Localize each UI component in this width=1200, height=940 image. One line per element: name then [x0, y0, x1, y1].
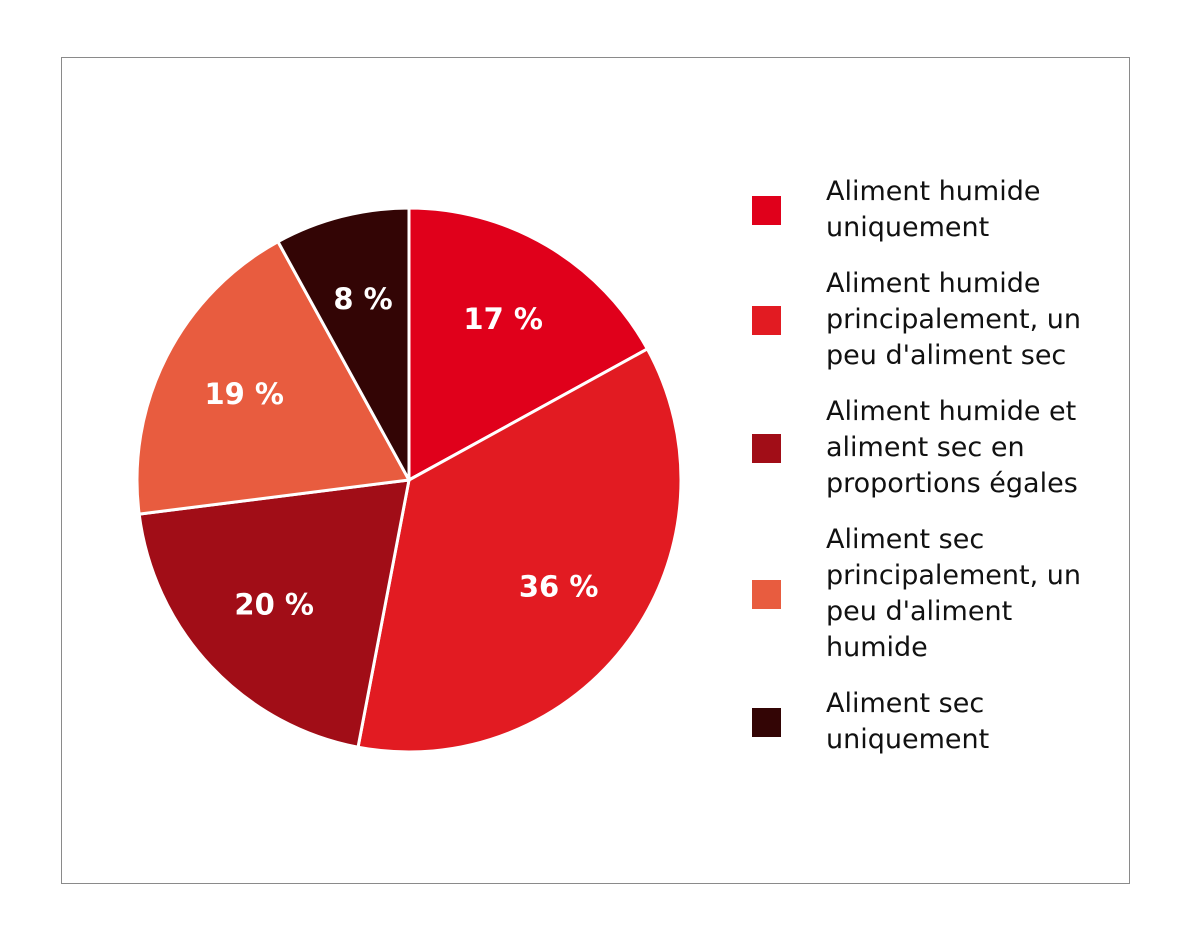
- legend-label: Aliment humide et aliment sec en proport…: [826, 396, 1078, 499]
- pie-slice: [356, 347, 683, 754]
- legend-item: Aliment sec uniquement: [752, 686, 1112, 758]
- legend-item: Aliment humide et aliment sec en proport…: [752, 394, 1112, 502]
- legend-swatch: [752, 707, 781, 737]
- legend-label: Aliment sec uniquement: [826, 688, 990, 755]
- legend-swatch: [752, 305, 781, 335]
- legend-label: Aliment humide uniquement: [826, 176, 1041, 243]
- pie-slice: [135, 240, 411, 516]
- slice-label: 8 %: [333, 282, 392, 316]
- legend: Aliment humide uniquement Aliment humide …: [752, 174, 1112, 758]
- pie-slice: [407, 206, 649, 482]
- legend-label: Aliment sec principalement, un peu d'ali…: [826, 524, 1081, 663]
- legend-label: Aliment humide principalement, un peu d'…: [826, 268, 1081, 371]
- legend-swatch: [752, 433, 781, 463]
- pie-slice: [276, 206, 411, 482]
- slice-label: 20 %: [234, 588, 314, 622]
- legend-item: Aliment sec principalement, un peu d'ali…: [752, 522, 1112, 666]
- legend-swatch: [752, 195, 781, 225]
- chart-frame: [61, 57, 1130, 884]
- pie-slice: [137, 478, 411, 749]
- legend-swatch: [752, 579, 781, 609]
- slice-label: 17 %: [463, 302, 543, 336]
- legend-item: Aliment humide principalement, un peu d'…: [752, 266, 1112, 374]
- slice-label: 36 %: [519, 570, 599, 604]
- legend-item: Aliment humide uniquement: [752, 174, 1112, 246]
- slice-label: 19 %: [204, 377, 284, 411]
